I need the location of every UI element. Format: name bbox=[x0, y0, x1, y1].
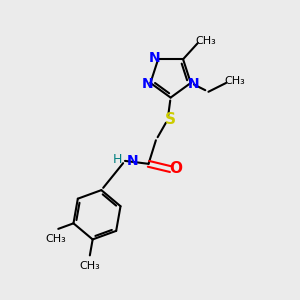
Text: N: N bbox=[142, 76, 153, 91]
Text: CH₃: CH₃ bbox=[196, 36, 216, 46]
Text: CH₃: CH₃ bbox=[80, 261, 100, 271]
Text: CH₃: CH₃ bbox=[46, 234, 66, 244]
Text: H: H bbox=[113, 153, 123, 166]
Text: CH₃: CH₃ bbox=[225, 76, 245, 86]
Text: N: N bbox=[126, 154, 138, 168]
Text: N: N bbox=[188, 76, 200, 91]
Text: S: S bbox=[164, 112, 175, 127]
Text: N: N bbox=[149, 51, 161, 65]
Text: O: O bbox=[169, 161, 182, 176]
